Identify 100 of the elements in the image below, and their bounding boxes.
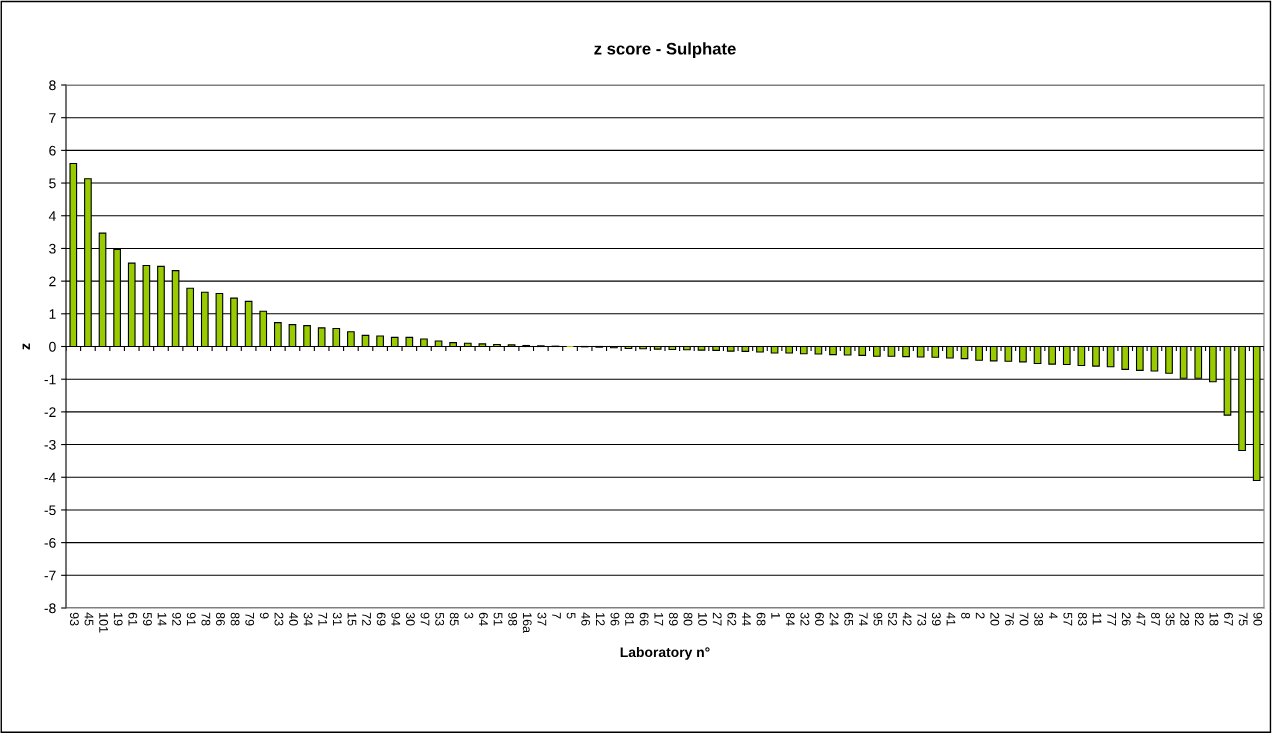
x-tick-label: 47: [1136, 612, 1146, 626]
x-tick-label: 2: [975, 612, 985, 619]
x-tick-label: 89: [668, 612, 678, 626]
bar: [434, 340, 443, 348]
x-tick-label: 98: [508, 612, 518, 626]
x-tick-label: 95: [873, 612, 883, 626]
x-tick-label: 40: [289, 612, 298, 626]
x-tick-label: 80: [683, 612, 693, 626]
x-tick-label: 96: [610, 612, 620, 626]
bar: [1048, 345, 1057, 365]
x-tick-label: 20: [990, 612, 1000, 626]
x-tick-label: 73: [917, 612, 927, 626]
x-tick-label: 92: [172, 612, 182, 626]
bar: [1165, 345, 1173, 374]
x-tick-label: 44: [742, 612, 751, 626]
bar: [405, 336, 414, 348]
y-tick-label: -8: [44, 603, 56, 614]
x-tick-label: 52: [888, 612, 897, 626]
x-tick-label: 53: [435, 612, 445, 626]
y-tick-label: 8: [49, 80, 56, 91]
bar: [288, 324, 297, 348]
bar: [653, 345, 662, 350]
x-tick-label: 61: [128, 612, 138, 626]
x-tick-label: 76: [1004, 612, 1014, 626]
x-tick-label: 14: [157, 613, 167, 626]
x-tick-label: 17: [654, 613, 664, 626]
bar: [712, 345, 720, 351]
x-tick-label: 5: [566, 612, 576, 619]
y-tick-label: -5: [44, 505, 56, 516]
bar: [975, 345, 983, 361]
bar: [946, 345, 954, 359]
x-tick-label: 26: [1121, 612, 1131, 626]
bar: [697, 345, 706, 351]
y-axis-title: z: [22, 343, 30, 350]
x-tick-label: 82: [1194, 612, 1204, 626]
x-tick-label: 70: [1019, 612, 1029, 626]
x-tick-label: 66: [639, 612, 649, 626]
x-axis-title: Laboratory n°: [620, 646, 710, 660]
x-tick-label: 57: [1063, 612, 1073, 626]
x-tick-label: 78: [201, 612, 211, 626]
x-tick-label: 31: [332, 612, 342, 626]
x-tick-label: 75: [1238, 612, 1248, 626]
x-tick-label: 28: [1180, 612, 1190, 626]
x-tick-label: 8: [961, 612, 970, 619]
x-tick-label: 83: [1078, 612, 1087, 626]
bar: [463, 342, 472, 348]
y-tick-label: -7: [44, 570, 56, 581]
x-tick-label: 19: [113, 613, 123, 626]
bar: [449, 342, 458, 348]
x-tick-label: 101: [99, 613, 109, 633]
bar: [887, 345, 896, 357]
bar: [1135, 345, 1144, 371]
x-tick-label: 84: [785, 612, 795, 626]
bar: [741, 345, 750, 352]
bar: [317, 327, 326, 348]
x-tick-label: 30: [405, 612, 415, 626]
bar: [347, 331, 355, 348]
y-tick-label: -4: [44, 472, 56, 483]
bar: [858, 345, 867, 356]
bar: [478, 343, 487, 348]
bar: [756, 345, 764, 353]
x-tick-label: 64: [479, 612, 488, 626]
y-tick-label: 4: [48, 211, 56, 221]
bar: [1033, 345, 1042, 365]
bar: [931, 345, 940, 358]
bar: [770, 345, 779, 354]
bar: [1150, 345, 1159, 372]
chart-title: z score - Sulphate: [594, 42, 736, 58]
x-tick-label: 11: [1092, 613, 1102, 625]
bar: [916, 345, 925, 358]
x-tick-label: 93: [69, 612, 79, 626]
bar: [989, 345, 998, 362]
x-tick-label: 62: [727, 612, 737, 626]
x-tick-label: 91: [186, 612, 196, 626]
x-tick-label: 46: [581, 612, 591, 626]
x-tick-label: 88: [230, 612, 240, 626]
x-tick-label: 68: [756, 612, 766, 626]
bar: [814, 345, 823, 355]
x-tick-label: 69: [376, 612, 386, 626]
y-tick-label: 6: [49, 145, 56, 156]
x-tick-label: 90: [1253, 612, 1263, 626]
bar: [420, 338, 428, 348]
x-tick-label: 65: [844, 612, 854, 626]
x-tick-label: 79: [245, 612, 255, 626]
x-tick-label: 7: [552, 612, 561, 619]
x-tick-label: 4: [1048, 612, 1058, 619]
bar: [390, 336, 399, 348]
bar: [332, 327, 341, 348]
bar: [799, 345, 808, 355]
x-tick-label: 16a: [522, 613, 532, 634]
x-tick-label: 39: [931, 612, 941, 626]
bar: [843, 345, 852, 356]
x-tick-label: 32: [800, 612, 810, 626]
bar: [668, 345, 677, 350]
x-tick-label: 51: [493, 612, 503, 626]
x-tick-label: 45: [84, 612, 94, 626]
y-tick-label: -1: [44, 374, 56, 385]
x-tick-label: 23: [274, 612, 284, 626]
x-tick-label: 81: [625, 612, 634, 626]
bar: [376, 335, 384, 348]
